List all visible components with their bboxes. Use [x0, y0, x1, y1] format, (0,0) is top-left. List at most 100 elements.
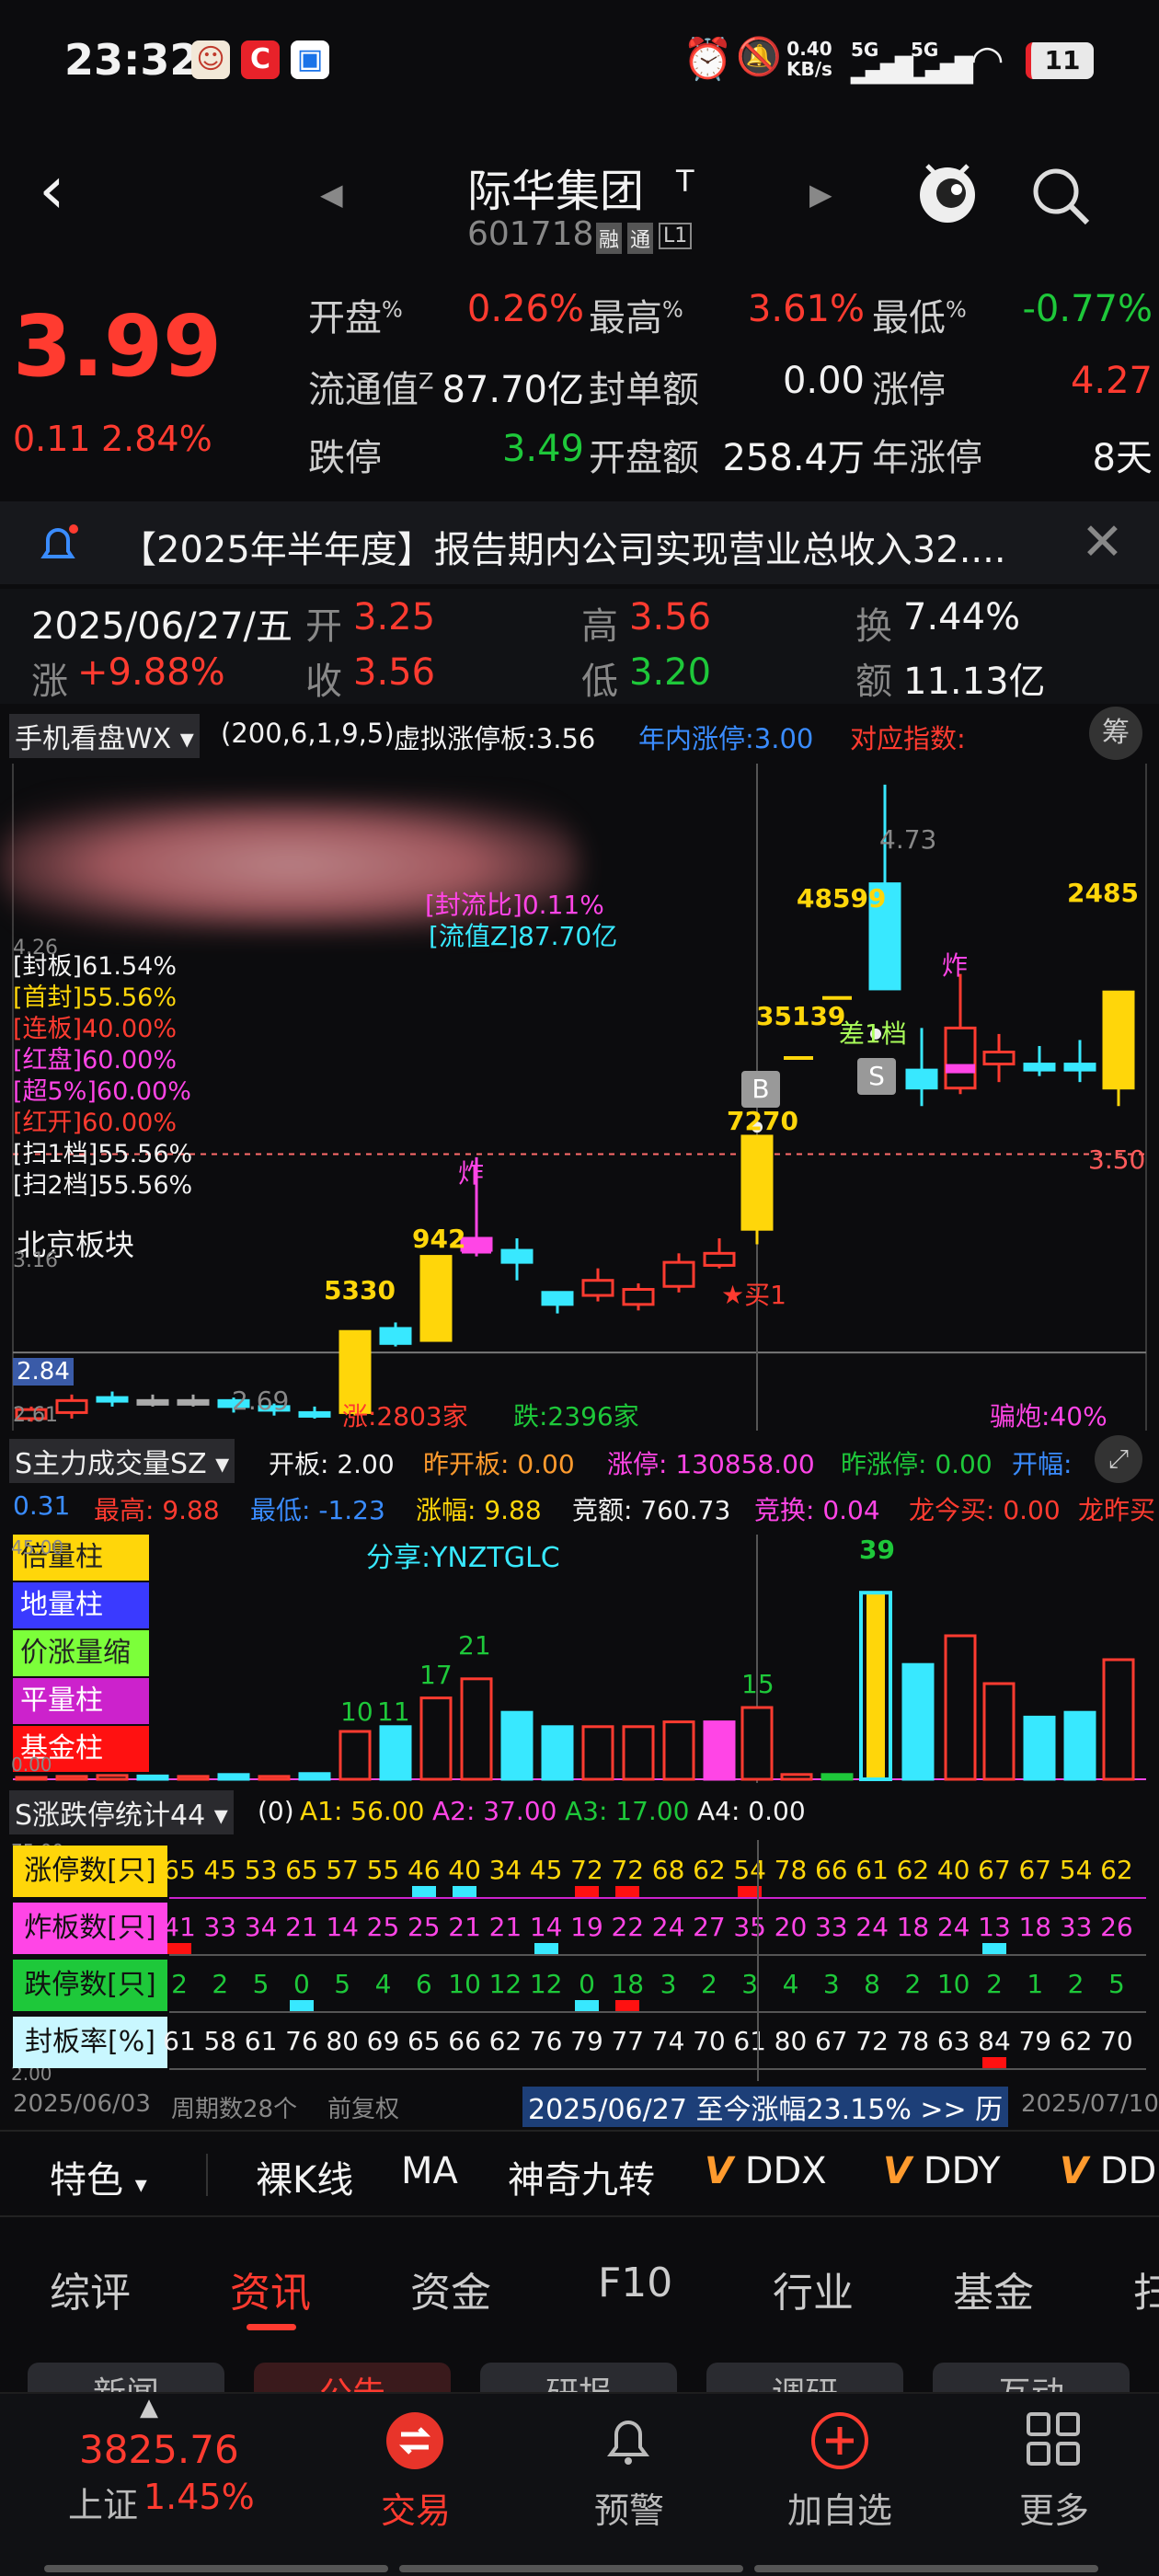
quote-field-value: 0.00: [782, 360, 865, 402]
kline-chart[interactable]: [0, 764, 1159, 1431]
date-fq[interactable]: 前复权: [327, 2096, 400, 2123]
zt-marker: [615, 1886, 640, 1897]
candle-body: [500, 1248, 534, 1264]
notice-bar[interactable]: 【2025年半年度】报告期内公司实现营业总收入32.... ✕: [0, 501, 1159, 584]
signal-icon-1: ▂▄▆█: [851, 57, 913, 85]
candle-body: [217, 1398, 250, 1409]
zt-cell: 66: [448, 2026, 481, 2056]
zt-cell: 68: [651, 1855, 685, 1885]
nav-add-favorite[interactable]: 加自选: [787, 2490, 893, 2531]
index-value[interactable]: 3825.76: [79, 2427, 239, 2472]
chips-button[interactable]: 筹: [1089, 707, 1142, 760]
zt-cell: 18: [1018, 1912, 1052, 1942]
nav-trade[interactable]: 交易: [381, 2490, 452, 2531]
subtab-interact[interactable]: 互动: [933, 2363, 1130, 2396]
price-change-pct: 2.84%: [101, 419, 212, 459]
candle-body: [581, 1279, 614, 1297]
alert-icon[interactable]: [598, 2410, 659, 2471]
zt-cell: 25: [366, 1912, 400, 1942]
subtab-report[interactable]: 研报: [480, 2363, 677, 2396]
zt-row-line: [169, 2068, 1146, 2070]
tab-zixun[interactable]: 资讯: [230, 2270, 311, 2317]
nav-alert[interactable]: 预警: [594, 2490, 665, 2531]
quote-field-label: 跌停: [308, 437, 382, 479]
subtab-announce[interactable]: 公告: [254, 2363, 451, 2396]
zt-cell: 0: [293, 1969, 310, 1999]
tab-jijin[interactable]: 基金: [953, 2270, 1034, 2317]
zt-cell: 65: [285, 1855, 318, 1885]
vh-zt: 涨停: 130858.00: [607, 1449, 815, 1479]
tab-luok[interactable]: 裸K线: [256, 2159, 354, 2202]
zt-cell: 66: [814, 1855, 848, 1885]
zt-cell: 54: [1059, 1855, 1093, 1885]
tab-tese[interactable]: 特色 ▾: [50, 2159, 147, 2202]
date-range[interactable]: 2025/06/27 至今涨幅23.15% >> 历: [522, 2087, 1009, 2127]
vol-bar: [15, 1776, 48, 1781]
candle-body: [55, 1398, 88, 1414]
vol-indicator-select[interactable]: S主力成交量SZ ▾: [9, 1439, 235, 1483]
zt-cell: 34: [488, 1855, 522, 1885]
zt-indicator-select[interactable]: S涨跌停统计44 ▾: [9, 1790, 234, 1834]
alarm-icon: ⏰: [683, 36, 733, 83]
candle-body: [622, 1288, 655, 1306]
quote-field-value: 3.49: [501, 428, 584, 470]
tab-hangye[interactable]: 行业: [773, 2270, 854, 2317]
tab-ddy[interactable]: V DDY: [883, 2150, 1001, 2192]
indicator-select[interactable]: 手机看盘WX ▾: [9, 714, 200, 758]
vh-kf: 开幅:: [1012, 1449, 1073, 1479]
mascot-icon[interactable]: [911, 156, 984, 230]
zt-cell: 3: [822, 1969, 840, 1999]
search-icon[interactable]: [1028, 164, 1093, 228]
tab-ma[interactable]: MA: [401, 2150, 458, 2192]
wifi-icon: ◠: [970, 37, 1004, 82]
quote-field-value: 87.70亿: [442, 369, 584, 411]
tab-zijin[interactable]: 资金: [410, 2270, 491, 2317]
trade-icon[interactable]: [384, 2410, 445, 2471]
close-icon[interactable]: ✕: [1081, 512, 1124, 572]
zt-a2: A2: 37.00: [432, 1796, 557, 1826]
next-stock-icon[interactable]: ▶: [809, 177, 832, 212]
tab-zongping[interactable]: 综评: [50, 2270, 131, 2317]
candle-mark: [462, 1244, 491, 1254]
candle-body: [379, 1327, 412, 1345]
tab-jiuzhuan[interactable]: 神奇九转: [508, 2159, 655, 2202]
candle-body: [177, 1398, 210, 1406]
tab-more[interactable]: 扫: [1133, 2270, 1159, 2317]
badge-tong: 通: [627, 223, 654, 254]
zt-cell: 5: [252, 1969, 270, 1999]
quote-field-sup: Z: [419, 368, 434, 395]
candle-mark: [946, 1064, 975, 1074]
net-5g-2: 5G: [911, 39, 939, 61]
vol-bar: [581, 1725, 614, 1781]
tab-ddx[interactable]: V DDX: [705, 2150, 827, 2192]
volume-chart[interactable]: [0, 1535, 1159, 1783]
zt-cell: 24: [855, 1912, 889, 1942]
nav-more[interactable]: 更多: [1019, 2490, 1090, 2531]
open-value: 3.25: [353, 596, 436, 638]
vol-bar: [1063, 1710, 1096, 1781]
zt-cell: 25: [407, 1912, 441, 1942]
zt-cell: 3: [741, 1969, 759, 1999]
index-pct: 1.45%: [143, 2477, 255, 2517]
vh-zf: 涨幅: 9.88: [416, 1495, 542, 1525]
tab-f10[interactable]: F10: [598, 2260, 673, 2306]
more-grid-icon[interactable]: [1025, 2410, 1082, 2467]
back-icon[interactable]: ‹: [39, 151, 65, 228]
candle-body: [944, 1026, 977, 1090]
vh-lj: 龙今买: 0.00: [909, 1495, 1061, 1525]
vol-bar: [258, 1775, 291, 1781]
candle-body: [339, 1329, 372, 1414]
expand-icon[interactable]: ⤢: [1095, 1435, 1142, 1483]
tab-dd[interactable]: V DD: [1060, 2150, 1157, 2192]
candle-body: [868, 882, 901, 991]
add-favorite-icon[interactable]: [809, 2410, 870, 2471]
zt-cell: 21: [488, 1912, 522, 1942]
subtab-news[interactable]: 新闻: [28, 2363, 224, 2396]
zt-cell: 61: [244, 2026, 278, 2056]
zt-cell: 14: [529, 1912, 563, 1942]
prev-stock-icon[interactable]: ◀: [320, 177, 343, 212]
subtab-survey[interactable]: 调研: [706, 2363, 903, 2396]
vh-low: 最低: -1.23: [250, 1495, 385, 1525]
zt-marker: [575, 1886, 599, 1897]
quote-field-label: 开盘额: [589, 437, 699, 479]
